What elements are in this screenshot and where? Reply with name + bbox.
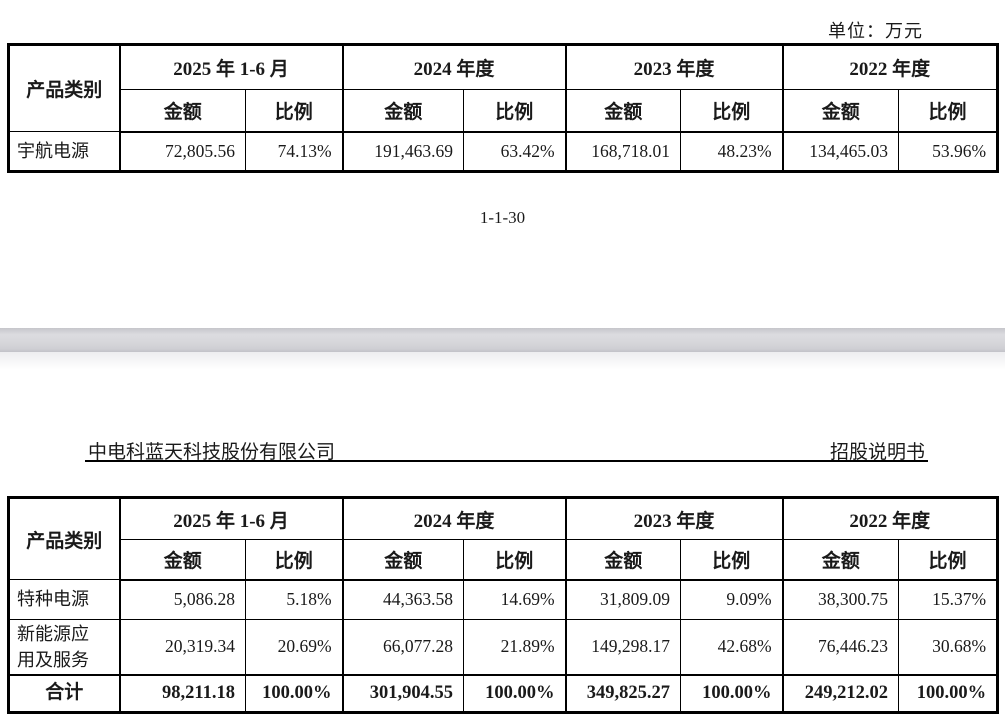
ratio-cell: 15.37%	[898, 579, 999, 620]
amount-cell: 249,212.02	[781, 673, 900, 713]
product-category-cell: 宇航电源	[8, 131, 121, 172]
table-row: 宇航电源 72,805.56 74.13% 191,463.69 63.42% 168,7…	[8, 131, 999, 172]
ratio-cell: 100.00%	[463, 673, 567, 713]
product-category-cell: 合计	[8, 673, 121, 713]
year-group-header: 2022 年度	[781, 497, 999, 540]
amount-cell: 31,809.09	[564, 579, 682, 620]
ratio-header: 比例	[680, 89, 784, 133]
amount-header: 金额	[781, 539, 900, 581]
sub-header-row: 金额 比例 金额 比例 金额 比例 金额 比例	[9, 539, 999, 581]
ratio-header: 比例	[244, 539, 344, 581]
ratio-cell: 100.00%	[680, 673, 784, 713]
amount-cell: 191,463.69	[341, 131, 465, 172]
ratio-cell: 63.42%	[463, 131, 567, 172]
doc-type-label: 招股说明书	[829, 442, 925, 463]
ratio-cell: 100.00%	[898, 673, 999, 713]
header-rule	[85, 460, 928, 462]
table-row: 合计 98,211.18 100.00% 301,904.55 100.00% 349,8…	[8, 673, 999, 713]
amount-header: 金额	[118, 539, 246, 581]
ratio-cell: 74.13%	[244, 131, 344, 172]
amount-cell: 20,319.34	[118, 619, 246, 675]
ratio-cell: 30.68%	[898, 619, 999, 675]
ratio-cell: 48.23%	[680, 131, 784, 172]
product-category-cell: 特种电源	[8, 579, 121, 620]
ratio-header: 比例	[463, 539, 567, 581]
amount-cell: 301,904.55	[341, 673, 465, 713]
amount-header: 金额	[118, 89, 246, 133]
amount-cell: 44,363.58	[341, 579, 465, 620]
product-revenue-table-page2: 产品类别 2025 年 1-6 月 2024 年度 2023 年度 2022 年度 金额比…	[7, 496, 1000, 714]
ratio-cell: 21.89%	[463, 619, 567, 675]
ratio-header: 比例	[898, 89, 999, 133]
amount-cell: 72,805.56	[118, 131, 246, 172]
sub-header-row: 金额 比例 金额 比例 金额 比例 金额 比例	[9, 89, 999, 133]
year-group-header: 2022 年度	[781, 44, 999, 90]
amount-header: 金额	[341, 89, 465, 133]
ratio-header: 比例	[898, 539, 999, 581]
page-divider	[0, 328, 1005, 370]
amount-header: 金额	[564, 539, 682, 581]
ratio-cell: 53.96%	[898, 131, 999, 172]
year-group-header: 2025 年 1-6 月	[118, 497, 344, 540]
ratio-header: 比例	[244, 89, 344, 133]
table-row: 特种电源 5,086.28 5.18% 44,363.58 14.69% 31,809.0…	[8, 579, 999, 620]
product-category-cell: 新能源应 用及服务	[8, 619, 121, 675]
ratio-header: 比例	[680, 539, 784, 581]
company-name: 中电科蓝天科技股份有限公司	[88, 442, 336, 463]
unit-label: 单位：万元	[828, 21, 923, 41]
amount-header: 金额	[781, 89, 900, 133]
year-group-header: 2024 年度	[341, 497, 567, 540]
amount-cell: 66,077.28	[341, 619, 465, 675]
product-category-header: 产品类别	[8, 44, 121, 132]
year-header-row: 产品类别 2025 年 1-6 月 2024 年度 2023 年度 2022 年度	[8, 497, 999, 580]
ratio-cell: 100.00%	[244, 673, 344, 713]
year-group-header: 2023 年度	[564, 497, 784, 540]
amount-cell: 76,446.23	[781, 619, 900, 675]
amount-cell: 134,465.03	[781, 131, 900, 172]
amount-header: 金额	[341, 539, 465, 581]
year-group-header: 2024 年度	[341, 44, 567, 90]
ratio-cell: 9.09%	[680, 579, 784, 620]
amount-cell: 38,300.75	[781, 579, 900, 620]
product-revenue-table-page1: 产品类别 2025 年 1-6 月 2024 年度 2023 年度 2022 年度 金额比…	[7, 43, 1000, 173]
page-number: 1-1-30	[479, 208, 526, 227]
amount-cell: 5,086.28	[118, 579, 246, 620]
amount-cell: 98,211.18	[118, 673, 246, 713]
table-row: 新能源应 用及服务 20,319.34 20.69% 66,077.28 21.89% 1…	[8, 619, 999, 675]
ratio-cell: 42.68%	[680, 619, 784, 675]
ratio-cell: 14.69%	[463, 579, 567, 620]
ratio-header: 比例	[463, 89, 567, 133]
amount-cell: 168,718.01	[564, 131, 682, 172]
amount-cell: 149,298.17	[564, 619, 682, 675]
amount-header: 金额	[564, 89, 682, 133]
amount-cell: 349,825.27	[564, 673, 682, 713]
product-category-header: 产品类别	[8, 497, 121, 580]
year-header-row: 产品类别 2025 年 1-6 月 2024 年度 2023 年度 2022 年度	[8, 44, 999, 132]
year-group-header: 2025 年 1-6 月	[118, 44, 344, 90]
year-group-header: 2023 年度	[564, 44, 784, 90]
ratio-cell: 20.69%	[244, 619, 344, 675]
ratio-cell: 5.18%	[244, 579, 344, 620]
